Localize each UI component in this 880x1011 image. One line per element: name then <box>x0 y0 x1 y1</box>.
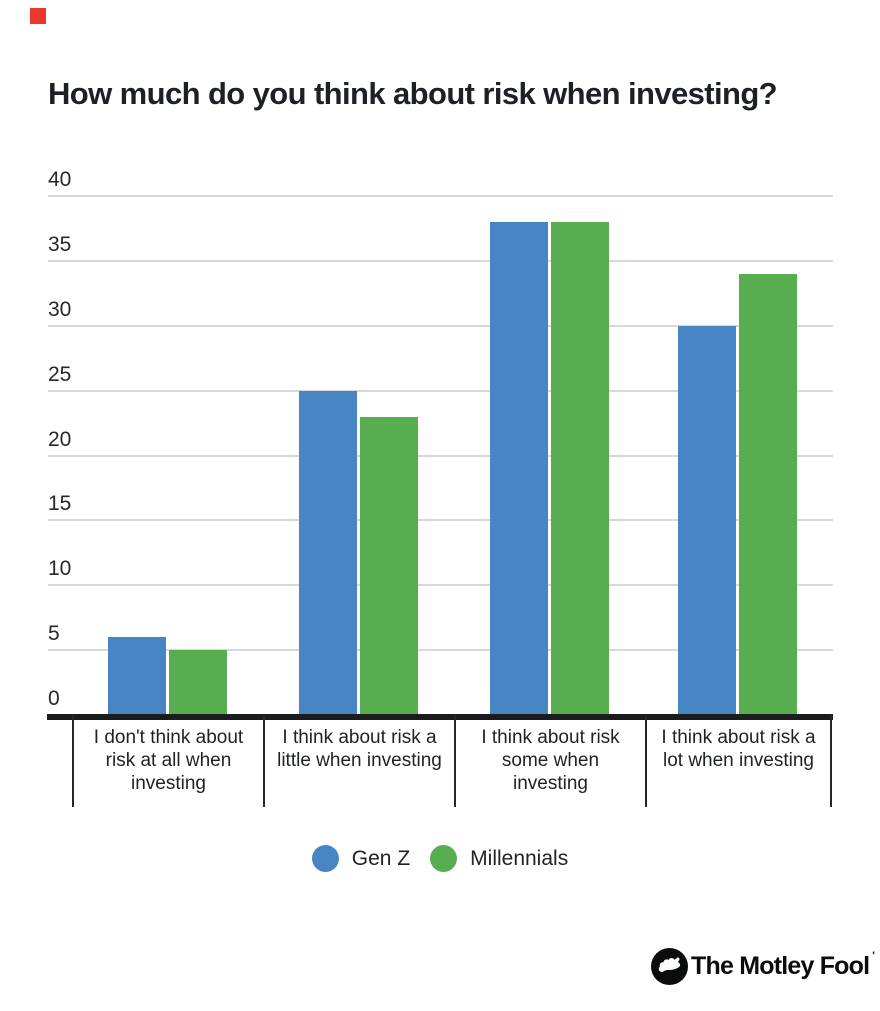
x-axis-line <box>47 714 833 720</box>
category-separator-4 <box>830 715 832 807</box>
bar-gen-z-1 <box>107 637 166 715</box>
category-separator-1 <box>263 715 265 807</box>
y-axis-tick-label-20: 20 <box>48 427 72 451</box>
logo-text: The Motley Fool <box>691 952 870 980</box>
legend-label: Gen Z <box>351 846 411 870</box>
bar-millennials-2 <box>359 416 418 715</box>
y-axis-tick-label-5: 5 <box>48 622 60 646</box>
gridline-15 <box>48 519 833 522</box>
bar-gen-z-4 <box>677 325 736 715</box>
y-axis-tick-label-40: 40 <box>48 168 72 191</box>
y-axis-tick-label-30: 30 <box>48 297 72 321</box>
legend: Gen Z Millennials <box>0 845 880 872</box>
gridline-40 <box>48 195 833 197</box>
bar-gen-z-2 <box>298 390 357 715</box>
y-axis-tick-label-35: 35 <box>48 232 72 256</box>
y-axis-tick-label-10: 10 <box>48 557 72 581</box>
category-label-2: I think about risk a little when investi… <box>277 727 442 771</box>
red-marker-square <box>30 8 46 24</box>
legend-label: Millennials <box>470 846 569 870</box>
legend-item-gen-z: Gen Z <box>311 845 411 872</box>
bar-gen-z-3 <box>489 221 548 715</box>
jester-hat-icon <box>651 948 688 985</box>
motley-fool-logo: The Motley Fool ' <box>651 948 875 985</box>
gridline-35 <box>48 259 833 262</box>
bar-millennials-1 <box>168 650 227 715</box>
gridline-5 <box>48 649 833 652</box>
category-separator-2 <box>454 715 456 807</box>
category-label-4: I think about risk a lot when investing <box>661 727 816 771</box>
bar-millennials-4 <box>738 273 797 715</box>
gridline-10 <box>48 584 833 587</box>
category-separator-3 <box>645 715 647 807</box>
bar-millennials-3 <box>550 221 609 715</box>
y-axis-tick-label-15: 15 <box>48 492 72 516</box>
legend-item-millennials: Millennials <box>430 845 568 872</box>
trademark-mark: ' <box>872 950 875 962</box>
legend-color-dot <box>430 845 458 872</box>
gridline-25 <box>48 389 833 392</box>
y-axis-tick-label-0: 0 <box>48 687 60 710</box>
y-axis-tick-label-25: 25 <box>48 362 72 386</box>
legend-color-dot <box>311 845 339 872</box>
gridline-20 <box>48 454 833 457</box>
category-separator-0 <box>72 715 74 807</box>
category-label-1: I don't think about risk at all when inv… <box>93 727 244 794</box>
gridline-30 <box>48 324 833 327</box>
chart-title: How much do you think about risk when in… <box>48 76 778 111</box>
category-label-3: I think about risk some when investing <box>481 727 620 794</box>
